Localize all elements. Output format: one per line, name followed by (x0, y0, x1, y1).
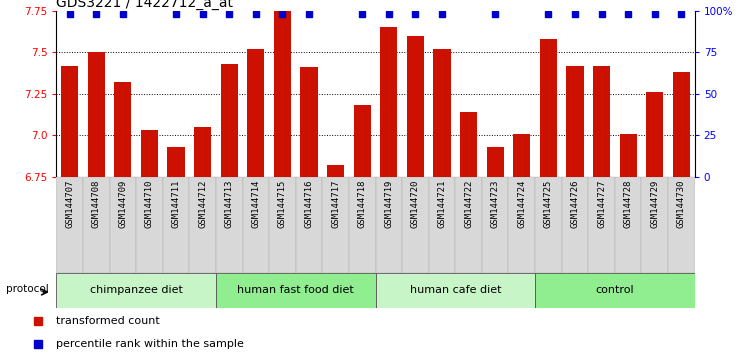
Text: GSM144729: GSM144729 (650, 180, 659, 228)
Text: GSM144711: GSM144711 (171, 180, 180, 228)
Bar (56, 177, 83, 273)
Text: chimpanzee diet: chimpanzee diet (89, 285, 182, 295)
Bar (429, 177, 455, 273)
Bar (167, 147, 185, 177)
Text: GSM144728: GSM144728 (623, 180, 632, 228)
Text: GSM144725: GSM144725 (544, 180, 553, 228)
Bar (402, 177, 429, 273)
Text: GSM144713: GSM144713 (225, 180, 234, 228)
Bar (140, 130, 158, 177)
Bar (247, 49, 264, 177)
Bar (83, 177, 110, 273)
Bar (61, 65, 78, 177)
Bar (88, 52, 105, 177)
Text: GSM144712: GSM144712 (198, 180, 207, 228)
Bar (668, 177, 695, 273)
Bar (216, 177, 243, 273)
Bar (136, 177, 163, 273)
Bar (593, 65, 611, 177)
Bar (615, 177, 641, 273)
Bar (407, 36, 424, 177)
Bar (562, 177, 588, 273)
Bar (673, 72, 690, 177)
Bar (296, 177, 322, 273)
Bar (566, 65, 584, 177)
Bar (56, 273, 216, 308)
Bar (535, 177, 562, 273)
Bar (194, 127, 211, 177)
Bar (455, 177, 482, 273)
Bar (376, 273, 535, 308)
Bar (460, 112, 477, 177)
Text: GSM144719: GSM144719 (385, 180, 394, 228)
Text: protocol: protocol (6, 284, 48, 293)
Bar (163, 177, 189, 273)
Text: human cafe diet: human cafe diet (409, 285, 501, 295)
Text: GSM144716: GSM144716 (304, 180, 313, 228)
Text: GSM144723: GSM144723 (490, 180, 499, 228)
Bar (189, 177, 216, 273)
Text: GSM144721: GSM144721 (438, 180, 447, 228)
Bar (114, 82, 131, 177)
Bar (110, 177, 136, 273)
Bar (535, 273, 695, 308)
Bar (221, 64, 238, 177)
Text: GSM144715: GSM144715 (278, 180, 287, 228)
Bar (646, 92, 663, 177)
Bar (482, 177, 508, 273)
Text: transformed count: transformed count (56, 316, 160, 326)
Bar (380, 27, 397, 177)
Text: GSM144724: GSM144724 (517, 180, 526, 228)
Bar (433, 49, 451, 177)
Text: GSM144730: GSM144730 (677, 180, 686, 228)
Bar (300, 67, 318, 177)
Bar (322, 177, 349, 273)
Text: GSM144727: GSM144727 (597, 180, 606, 228)
Text: GSM144726: GSM144726 (571, 180, 580, 228)
Bar (487, 147, 504, 177)
Text: GSM144722: GSM144722 (464, 180, 473, 228)
Bar (354, 105, 371, 177)
Text: GSM144708: GSM144708 (92, 180, 101, 228)
Text: GSM144710: GSM144710 (145, 180, 154, 228)
Text: control: control (596, 285, 634, 295)
Text: GSM144714: GSM144714 (252, 180, 261, 228)
Text: GSM144720: GSM144720 (411, 180, 420, 228)
Bar (508, 177, 535, 273)
Bar (349, 177, 376, 273)
Text: GSM144718: GSM144718 (357, 180, 366, 228)
Text: GDS3221 / 1422712_a_at: GDS3221 / 1422712_a_at (56, 0, 234, 10)
Bar (588, 177, 615, 273)
Bar (376, 177, 402, 273)
Bar (243, 177, 269, 273)
Text: GSM144709: GSM144709 (119, 180, 128, 228)
Bar (269, 177, 296, 273)
Text: percentile rank within the sample: percentile rank within the sample (56, 339, 244, 349)
Bar (540, 39, 557, 177)
Text: human fast food diet: human fast food diet (237, 285, 354, 295)
Bar (327, 165, 344, 177)
Text: GSM144717: GSM144717 (331, 180, 340, 228)
Bar (641, 177, 668, 273)
Bar (513, 134, 530, 177)
Bar (216, 273, 376, 308)
Text: GSM144707: GSM144707 (65, 180, 74, 228)
Bar (620, 134, 637, 177)
Bar (274, 11, 291, 177)
